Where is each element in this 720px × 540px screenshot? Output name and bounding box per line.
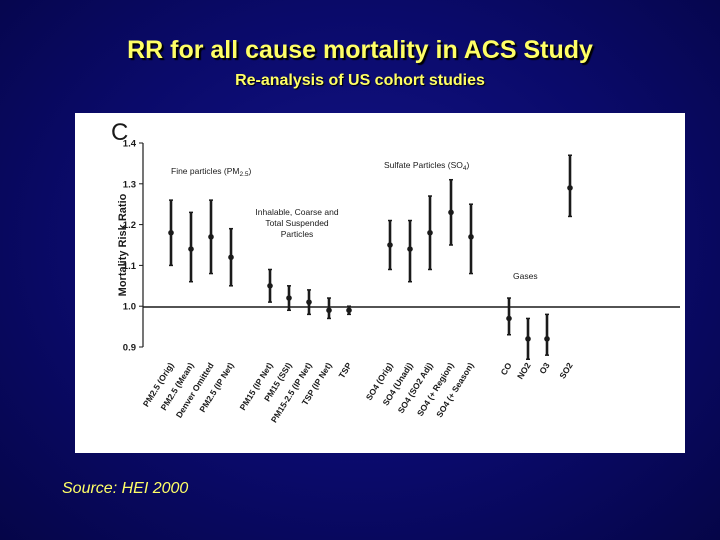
y-tick-label: 1.4 xyxy=(123,139,137,150)
annotation-inhalable-1: Inhalable, Coarse and xyxy=(255,207,338,217)
slide-subtitle: Re-analysis of US cohort studies xyxy=(235,72,485,89)
annotation-gases: Gases xyxy=(513,271,538,281)
mortality-chart: C Mortality Risk Ratio 0.9 1.0 1.1 1.2 1.3 1.… xyxy=(111,119,680,424)
rr-point xyxy=(506,315,512,322)
rr-point xyxy=(407,246,413,252)
rr-point xyxy=(168,229,174,236)
y-tick-label: 1.1 xyxy=(123,261,137,272)
x-tick-label: O3 xyxy=(537,361,552,376)
rr-point xyxy=(208,234,214,240)
slide-title: RR for all cause mortality in ACS Study xyxy=(127,36,593,64)
x-tick-label: SO2 xyxy=(557,361,575,381)
panel-label: C xyxy=(111,119,128,146)
x-tick-label: CO xyxy=(498,360,513,376)
rr-point xyxy=(188,246,194,252)
chart-marks xyxy=(168,154,573,360)
rr-point xyxy=(427,229,433,236)
annotation-fine: Fine particles (PM2.5) xyxy=(171,166,252,178)
rr-point xyxy=(228,254,234,261)
rr-point xyxy=(544,336,550,342)
y-axis-label: Mortality Risk Ratio xyxy=(117,193,129,296)
chart-panel: C Mortality Risk Ratio 0.9 1.0 1.1 1.2 1.3 1.… xyxy=(75,113,685,453)
rr-point xyxy=(306,299,312,305)
annotation-inhalable-2: Total Suspended xyxy=(265,218,329,228)
y-tick-label: 1.2 xyxy=(123,220,136,231)
rr-point xyxy=(525,336,531,342)
rr-point xyxy=(567,185,573,191)
x-tick-label: NO2 xyxy=(515,361,533,381)
y-tick-label: 1.3 xyxy=(123,179,136,190)
rr-point xyxy=(448,209,454,216)
rr-point xyxy=(326,307,332,314)
x-tick-label: TSP xyxy=(336,360,353,380)
y-tick-label: 1.0 xyxy=(123,302,136,313)
annotation-sulfate: Sulfate Particles (SO4) xyxy=(384,160,470,172)
rr-point xyxy=(468,234,474,240)
x-axis-labels: PM2.5 (Orig)PM2.5 (Mean)Denver OmittedPM… xyxy=(141,360,575,424)
rr-point xyxy=(346,307,352,314)
annotation-inhalable-3: Particles xyxy=(281,229,314,239)
y-tick-label: 0.9 xyxy=(123,343,136,354)
source-note: Source: HEI 2000 xyxy=(62,480,189,497)
rr-point xyxy=(286,295,292,301)
rr-point xyxy=(267,283,273,289)
rr-point xyxy=(387,242,393,248)
y-axis: 0.9 1.0 1.1 1.2 1.3 1.4 xyxy=(123,139,144,354)
